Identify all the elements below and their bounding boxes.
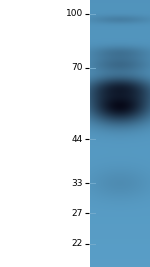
- Text: 100: 100: [66, 10, 83, 18]
- Text: 22: 22: [72, 239, 83, 249]
- Text: 44: 44: [72, 135, 83, 143]
- Text: 33: 33: [72, 179, 83, 187]
- Text: 70: 70: [72, 64, 83, 73]
- Text: 27: 27: [72, 209, 83, 218]
